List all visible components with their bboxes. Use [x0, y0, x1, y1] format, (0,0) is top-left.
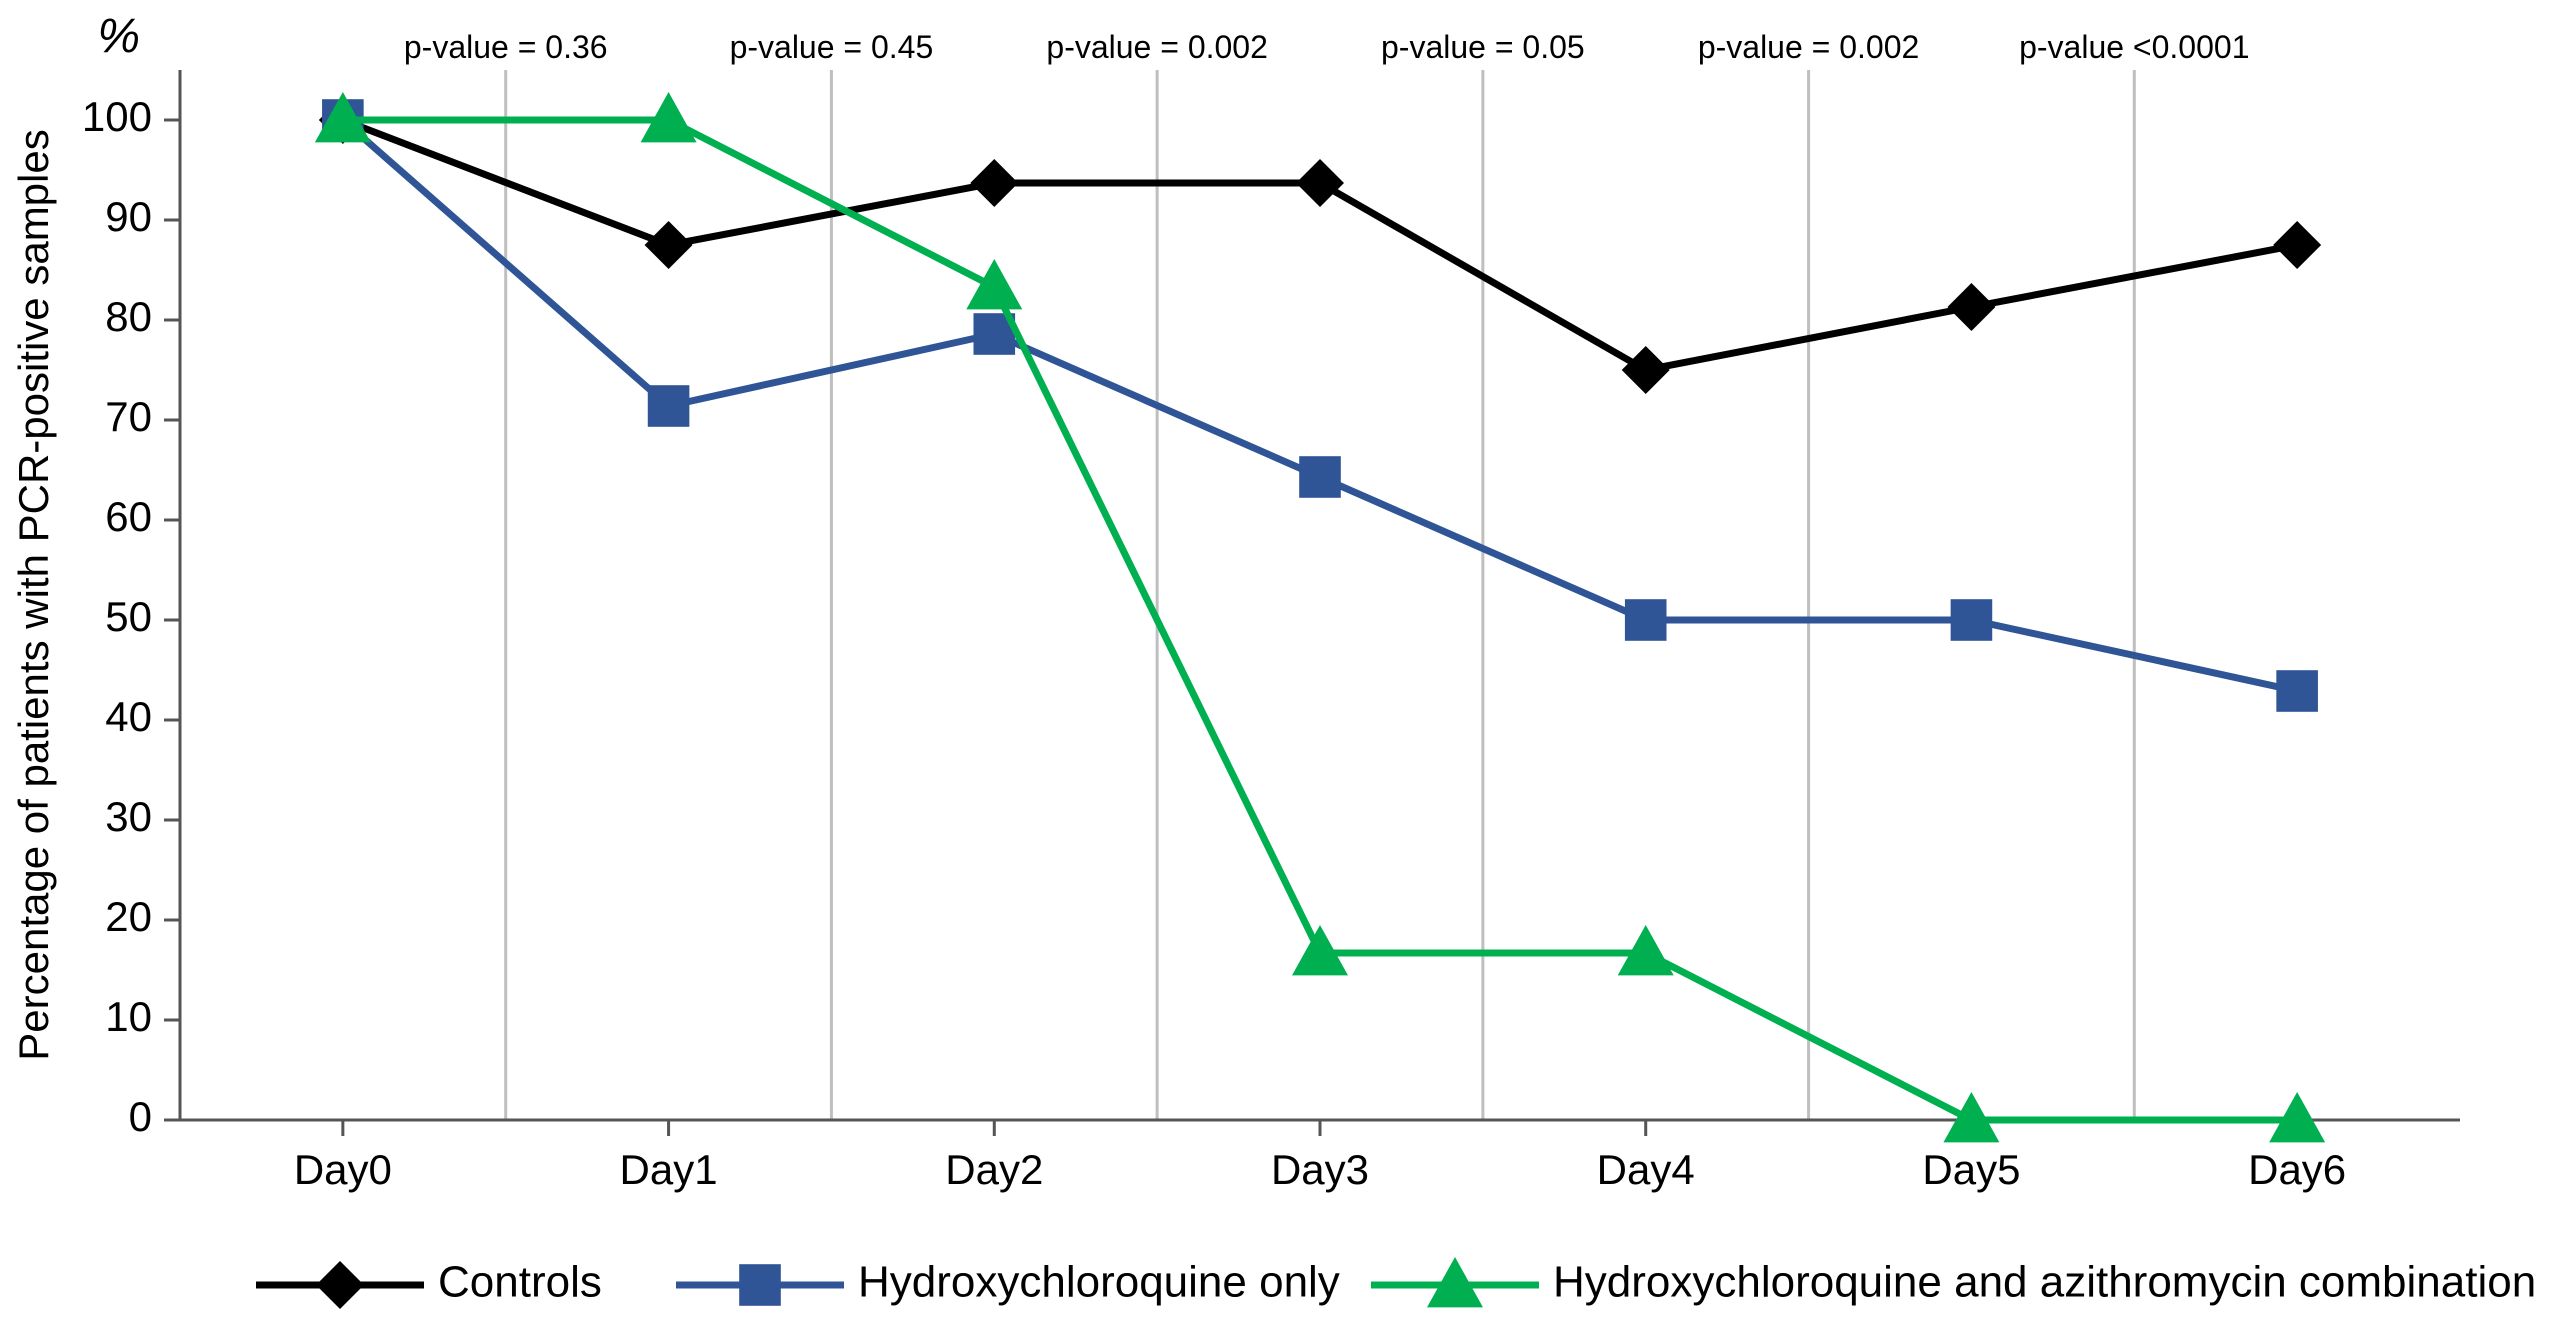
y-tick-label: 20	[105, 893, 152, 940]
legend-label: Controls	[438, 1258, 602, 1307]
legend-label: Hydroxychloroquine and azithromycin comb…	[1553, 1258, 2536, 1307]
p-value-label: p-value = 0.05	[1381, 29, 1585, 65]
y-tick-label: 10	[105, 993, 152, 1040]
p-value-label: p-value = 0.002	[1698, 29, 1920, 65]
x-tick-label: Day0	[294, 1146, 392, 1193]
y-axis-unit: %	[97, 10, 140, 63]
line-chart: 0 10 20 30 40 50 60 70 80 90 100% Percentage of pat…	[0, 0, 2560, 1343]
y-tick-label: 50	[105, 593, 152, 640]
x-tick-label: Day2	[945, 1146, 1043, 1193]
x-tick-label: Day1	[620, 1146, 718, 1193]
y-tick-label: 70	[105, 393, 152, 440]
p-value-label: p-value = 0.36	[404, 29, 608, 65]
x-tick-label: Day4	[1597, 1146, 1695, 1193]
y-tick-label: 60	[105, 493, 152, 540]
legend-label: Hydroxychloroquine only	[858, 1258, 1340, 1307]
x-tick-label: Day6	[2248, 1146, 2346, 1193]
y-tick-label: 90	[105, 193, 152, 240]
y-tick-label: 80	[105, 293, 152, 340]
legend-item: Hydroxychloroquine only	[676, 1258, 1340, 1307]
x-tick-label: Day5	[1922, 1146, 2020, 1193]
x-tick-label: Day3	[1271, 1146, 1369, 1193]
p-value-label: p-value = 0.45	[730, 29, 934, 65]
y-tick-label: 30	[105, 793, 152, 840]
p-value-label: p-value = 0.002	[1046, 29, 1268, 65]
y-tick-label: 40	[105, 693, 152, 740]
y-axis-label: Percentage of patients with PCR-positive…	[10, 129, 57, 1060]
y-tick-label: 0	[129, 1093, 152, 1140]
p-value-label: p-value <0.0001	[2019, 29, 2249, 65]
y-tick-label: 100	[82, 93, 152, 140]
